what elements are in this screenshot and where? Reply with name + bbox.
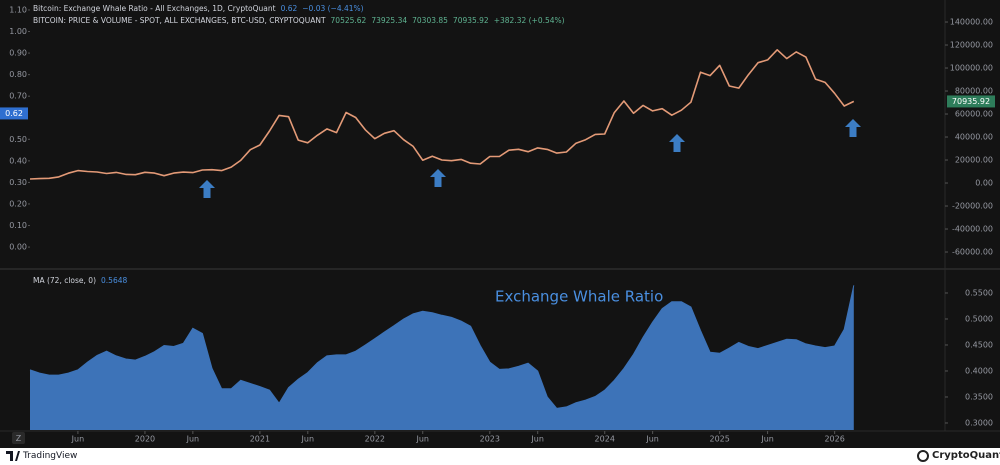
y-tick-label: 1.00 <box>9 27 27 36</box>
y-tick-label: 0.70 <box>9 92 27 101</box>
y-tick-label: 0.30 <box>9 178 27 187</box>
brand: CryptoQuant <box>932 450 1000 461</box>
y-tick-label: 0.3500 <box>965 392 993 401</box>
x-tick-label: 2020 <box>135 435 155 444</box>
x-tick-label: 2026 <box>824 435 844 444</box>
area-line <box>29 285 855 409</box>
indicator-name: Bitcoin: Exchange Whale Ratio - All Exch… <box>33 4 276 13</box>
y2-tick-label: 140000.00 <box>950 18 993 27</box>
high: 73925.34 <box>371 16 408 25</box>
x-tick-label: Jun <box>760 435 774 444</box>
chart-canvas: Z Exchange Whale Ratio 1.10 1.00 0.90 0.80 0… <box>0 0 1000 448</box>
x-tick-label: Jun <box>186 435 200 444</box>
price-line <box>29 49 855 180</box>
x-tick-label: 2023 <box>480 435 500 444</box>
scale-button-label[interactable]: Z <box>16 434 22 443</box>
y2-tick-label: 40000.00 <box>955 133 993 142</box>
y-tick-label: 0.10 <box>9 221 27 230</box>
arrows <box>199 119 861 198</box>
x-tick-label: 2024 <box>595 435 615 444</box>
price-legend: BITCOIN: PRICE & VOLUME - SPOT, ALL EXCH… <box>33 16 565 25</box>
y2-tick-label: 80000.00 <box>955 87 993 96</box>
ma-legend: MA (72, close, 0) 0.5648 <box>33 276 127 285</box>
indicator-tag-label: 0.62 <box>5 109 23 118</box>
y2-tick-label: 0.00 <box>975 179 993 188</box>
scale-button[interactable] <box>12 432 25 444</box>
price-tag-label: 70935.92 <box>952 97 990 106</box>
arrow <box>430 169 446 187</box>
y-tick-label: 1.10 <box>9 5 27 14</box>
indicator-last: 0.62 <box>280 4 298 13</box>
cryptoquant-logo <box>917 450 929 462</box>
footer: TradingView CryptoQuant <box>0 448 1000 465</box>
y-tick-label: 0.4500 <box>965 340 993 349</box>
x-tick-label: Jun <box>71 435 85 444</box>
y-tick-label: 0.4000 <box>965 366 993 375</box>
series-name: BITCOIN: PRICE & VOLUME - SPOT, ALL EXCH… <box>33 16 326 25</box>
indicator-tag <box>0 107 28 120</box>
x-tick-label: Jun <box>530 435 544 444</box>
y2-tick-label: 120000.00 <box>950 41 993 50</box>
y2-tick-label: -20000.00 <box>952 202 993 211</box>
y2-tick-label: -60000.00 <box>952 248 993 257</box>
open: 70525.62 <box>330 16 367 25</box>
y2-tick-label: -40000.00 <box>952 225 993 234</box>
y2-tick-label: 60000.00 <box>955 110 993 119</box>
y-tick-label: 0.50 <box>9 135 27 144</box>
area-fill <box>30 285 854 430</box>
ma-last: 0.5648 <box>101 276 128 285</box>
low: 70303.85 <box>412 16 448 25</box>
y-tick-label: 0.80 <box>9 70 27 79</box>
price-tag <box>947 95 995 108</box>
x-tick-label: Jun <box>301 435 315 444</box>
x-tick-label: 2025 <box>710 435 730 444</box>
y-tick-label: 0.5500 <box>965 288 993 297</box>
y2-tick-label: 100000.00 <box>950 64 993 73</box>
series-name: MA (72, close, 0) <box>33 276 97 285</box>
y-tick-label: 0.40 <box>9 156 27 165</box>
x-tick-label: Jun <box>645 435 659 444</box>
y-tick-label: 0.5000 <box>965 314 993 323</box>
arrow <box>199 180 215 198</box>
indicator-legend: Bitcoin: Exchange Whale Ratio - All Exch… <box>33 4 364 13</box>
y-tick-label: 0.90 <box>9 49 27 58</box>
tradingview-logo <box>6 451 20 461</box>
brand: TradingView <box>23 451 78 461</box>
arrow <box>669 134 685 152</box>
y2-tick-label: 20000.00 <box>955 156 993 165</box>
arrow <box>845 119 861 137</box>
annotation: Exchange Whale Ratio <box>495 288 663 306</box>
y-tick-label: 0.3000 <box>965 418 993 427</box>
y-tick-label: 0.00 <box>9 243 27 252</box>
y-tick-label: 0.20 <box>9 199 27 208</box>
indicator-change: −0.03 (−4.41%) <box>302 4 364 13</box>
x-tick-label: Jun <box>415 435 429 444</box>
close: 70935.92 <box>452 16 489 25</box>
price-change: +382.32 (+0.54%) <box>493 16 565 25</box>
x-tick-label: 2022 <box>365 435 385 444</box>
x-tick-label: 2021 <box>250 435 270 444</box>
